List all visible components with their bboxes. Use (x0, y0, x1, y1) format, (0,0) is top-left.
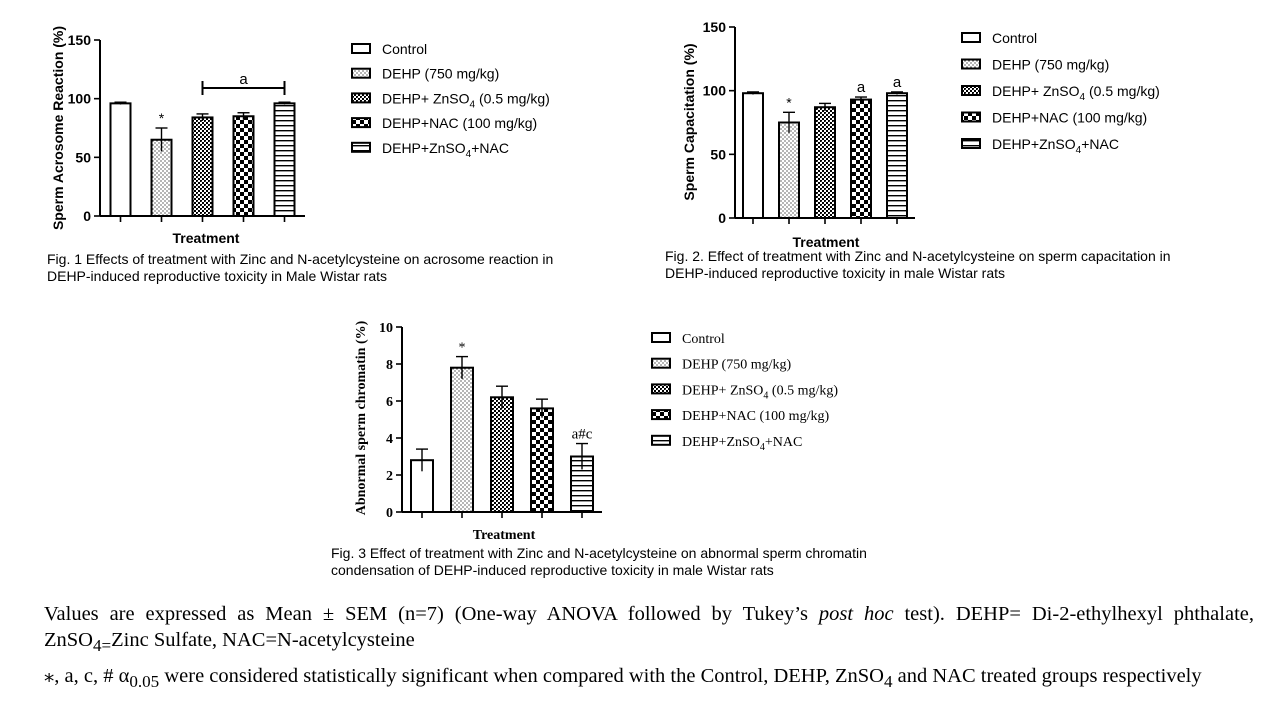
figure-1-legend-swatch (351, 141, 371, 153)
figure-3-y-tick-label: 10 (379, 321, 393, 336)
footnote-line-1: Values are expressed as Mean ± SEM (n=7)… (44, 603, 1254, 656)
figure-2-legend-swatch (961, 58, 981, 70)
figure-2-y-tick-label: 100 (703, 83, 727, 99)
figure-3-legend-label: DEHP+NAC (100 mg/kg) (682, 409, 829, 424)
figure-3-chart: 0 2 4 6 8 10 * a#c Control DEHP (750 mg/kg) DEHP+… (354, 320, 838, 543)
figure-3-legend-label: DEHP (750 mg/kg) (682, 358, 791, 373)
figure-2-legend-swatch (961, 111, 981, 123)
figure-3-y-tick-label: 0 (386, 506, 393, 521)
figure-1-x-axis-label: Treatment (173, 230, 240, 246)
figure-1-legend-label: Control (382, 41, 427, 57)
figure-2-legend-label: DEHP+ ZnSO4 (0.5 mg/kg) (992, 83, 1160, 103)
footnote-line-2: ⁎, a, c, # α0.05 were considered statist… (44, 665, 1202, 692)
figure-2-y-tick-label: 0 (718, 210, 726, 226)
figure-2-caption-line-1: Fig. 2. Effect of treatment with Zinc an… (665, 248, 1171, 264)
figure-2-caption: Fig. 2. Effect of treatment with Zinc an… (665, 248, 1171, 282)
figure-1-significance-mark: * (159, 110, 165, 126)
figure-3-y-tick-label: 6 (386, 395, 393, 410)
figure-1-legend-swatch (351, 43, 371, 54)
figure-2-legend-label: Control (992, 30, 1037, 46)
figure-2-x-axis-label: Treatment (793, 234, 860, 250)
figure-3-caption-line-1: Fig. 3 Effect of treatment with Zinc and… (331, 545, 867, 561)
figure-2-legend-label: DEHP+ZnSO4+NAC (992, 136, 1119, 156)
figure-2-legend-swatch (961, 32, 981, 43)
figure-1-caption-line-2: DEHP-induced reproductive toxicity in Ma… (47, 268, 388, 284)
figure-3-bar (490, 396, 514, 513)
figure-3-bar (530, 407, 554, 513)
figure-1-legend-swatch (351, 67, 371, 79)
figure-2-chart: 0 50 100 150 * a a Control DEHP (750 mg/kg) DEHP… (681, 19, 1160, 250)
figure-3-legend-swatch (651, 383, 671, 395)
figure-3-y-tick-label: 2 (386, 469, 393, 484)
figure-1-group-mark: a (239, 71, 248, 88)
figure-1-legend-label: DEHP+ ZnSO4 (0.5 mg/kg) (382, 90, 550, 110)
figure-2-legend-swatch (961, 138, 981, 149)
figure-3-significance-mark: a#c (572, 427, 593, 443)
figure-2-y-tick-label: 50 (710, 146, 726, 162)
figure-1-y-tick-label: 150 (68, 32, 92, 48)
figure-3-legend-swatch (651, 332, 671, 343)
figure-1-y-axis-label: Sperm Acrosome Reaction (%) (50, 26, 66, 230)
figure-3-legend-label: Control (682, 332, 725, 347)
figure-1-legend-label: DEHP+ZnSO4+NAC (382, 140, 509, 160)
figure-3-legend-label: DEHP+ ZnSO4 (0.5 mg/kg) (682, 383, 838, 401)
figure-3-legend-swatch (651, 434, 671, 446)
figure-3-y-tick-label: 4 (386, 432, 393, 447)
figure-1-legend-label: DEHP (750 mg/kg) (382, 66, 499, 82)
figure-2-y-tick-label: 150 (703, 19, 727, 35)
figure-3-caption-line-2: condensation of DEHP-induced reproductiv… (331, 562, 774, 578)
figure-1-y-tick-label: 100 (68, 91, 92, 107)
figure-1-y-tick-label: 0 (83, 208, 91, 224)
figure-2-legend-label: DEHP (750 mg/kg) (992, 57, 1109, 73)
figure-2-legend-label: DEHP+NAC (100 mg/kg) (992, 110, 1147, 126)
figure-2-significance-mark: a (857, 79, 866, 96)
figure-3-caption: Fig. 3 Effect of treatment with Zinc and… (331, 545, 867, 579)
figure-1-legend-label: DEHP+NAC (100 mg/kg) (382, 115, 537, 131)
figure-3-legend-label: DEHP+ZnSO4+NAC (682, 435, 802, 453)
figure-1-legend-swatch (351, 117, 371, 129)
figure-1-chart: 0 50 100 150 * a Control DEHP (750 mg/kg) DEHP+… (50, 26, 550, 246)
figure-2-legend-swatch (961, 85, 981, 96)
figure-2-significance-mark: * (786, 94, 792, 110)
figure-1-caption: Fig. 1 Effects of treatment with Zinc an… (47, 251, 553, 285)
figure-3-significance-mark: * (459, 341, 466, 356)
figure-3-y-tick-label: 8 (386, 358, 393, 373)
figure-1-caption-line-1: Fig. 1 Effects of treatment with Zinc an… (47, 251, 554, 267)
footnote: Values are expressed as Mean ± SEM (n=7)… (44, 601, 1254, 695)
figure-3-x-axis-label: Treatment (473, 528, 536, 543)
figure-3-legend: Control DEHP (750 mg/kg) DEHP+ ZnSO4 (0.5 … (651, 332, 838, 453)
figure-2-y-axis-label: Sperm Capacitation (%) (681, 43, 697, 200)
figure-3-legend-swatch (651, 357, 671, 369)
figure-3-legend-swatch (651, 409, 671, 421)
figure-1-legend: Control DEHP (750 mg/kg) DEHP+ ZnSO4 (0.5 … (351, 41, 550, 160)
figure-2-significance-mark: a (893, 74, 902, 91)
figure-1-y-tick-label: 50 (75, 149, 91, 165)
figure-2-legend: Control DEHP (750 mg/kg) DEHP+ ZnSO4 (0.5 … (961, 30, 1160, 156)
figure-3-bar (450, 366, 474, 514)
figure-2-caption-line-2: DEHP-induced reproductive toxicity in ma… (665, 265, 1006, 281)
figure-3-y-axis-label: Abnormal sperm chromatin (%) (354, 320, 369, 515)
figure-1-legend-swatch (351, 92, 371, 104)
